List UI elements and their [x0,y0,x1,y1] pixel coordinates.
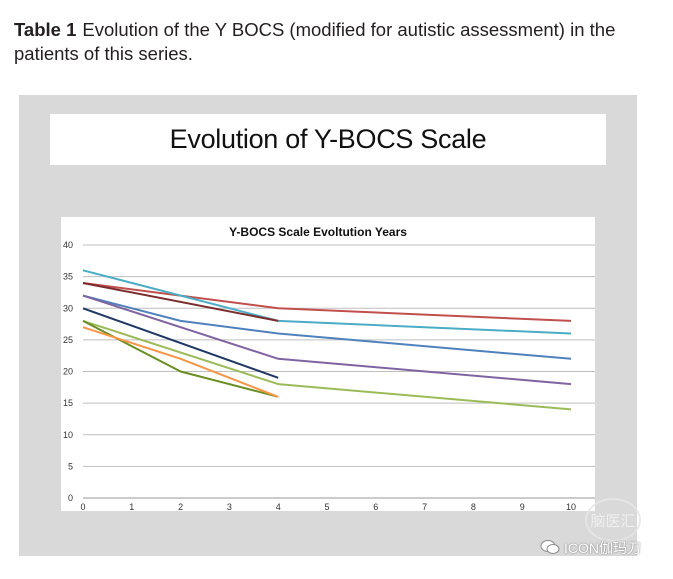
series-line-4 [82,294,572,386]
y-tick-label: 25 [63,335,73,345]
chart-title: Y-BOCS Scale Evoltution Years [229,225,407,239]
x-tick-label: 9 [520,502,525,511]
series-group [82,269,572,411]
series-line-3 [82,294,572,360]
grid-lines [83,244,595,499]
x-tick-label: 7 [422,502,427,511]
x-tick-label: 8 [471,502,476,511]
watermark: ICON伽玛刀 [540,538,641,558]
y-tick-label: 5 [68,461,73,471]
y-tick-label: 0 [68,493,73,503]
watermark-badge-text: 脑医汇 [590,512,636,530]
wechat-icon [540,539,560,558]
y-axis-ticks: 0 5 10 15 20 25 30 35 40 [63,240,73,503]
x-tick-label: 1 [129,502,134,511]
x-tick-label: 5 [324,502,329,511]
x-tick-label: 6 [373,502,378,511]
x-tick-label: 2 [178,502,183,511]
x-axis-ticks: 0 1 2 3 4 5 6 7 8 9 10 [80,502,576,511]
x-tick-label: 3 [227,502,232,511]
x-tick-label: 10 [566,502,576,511]
caption-label: Table 1 [14,19,77,40]
y-tick-label: 15 [63,398,73,408]
y-tick-label: 10 [63,430,73,440]
line-chart: Y-BOCS Scale Evoltution Years 0510152025… [63,225,595,511]
series-line-2 [82,269,572,335]
x-tick-label: 0 [80,502,85,511]
chart-area: Y-BOCS Scale Evoltution Years 0 5 10 15 20 25… [61,217,595,511]
x-tick-label: 4 [276,502,281,511]
table-caption: Table 1 Evolution of the Y BOCS (modified… [14,18,664,66]
y-tick-label: 30 [63,303,73,313]
series-line-9 [82,326,279,398]
watermark-account: ICON伽玛刀 [564,540,641,556]
slide-title-box: Evolution of Y-BOCS Scale [50,114,606,165]
y-tick-label: 20 [63,367,73,377]
series-line-5 [82,319,572,411]
y-tick-label: 40 [63,240,73,250]
series-line-7 [82,307,279,379]
caption-text: Evolution of the Y BOCS (modified for au… [14,19,616,64]
series-line-1 [82,282,572,322]
slide-title: Evolution of Y-BOCS Scale [169,124,487,154]
watermark-badge: 脑医汇 [585,498,641,542]
series-line-6 [82,282,279,322]
y-tick-label: 35 [63,272,73,282]
